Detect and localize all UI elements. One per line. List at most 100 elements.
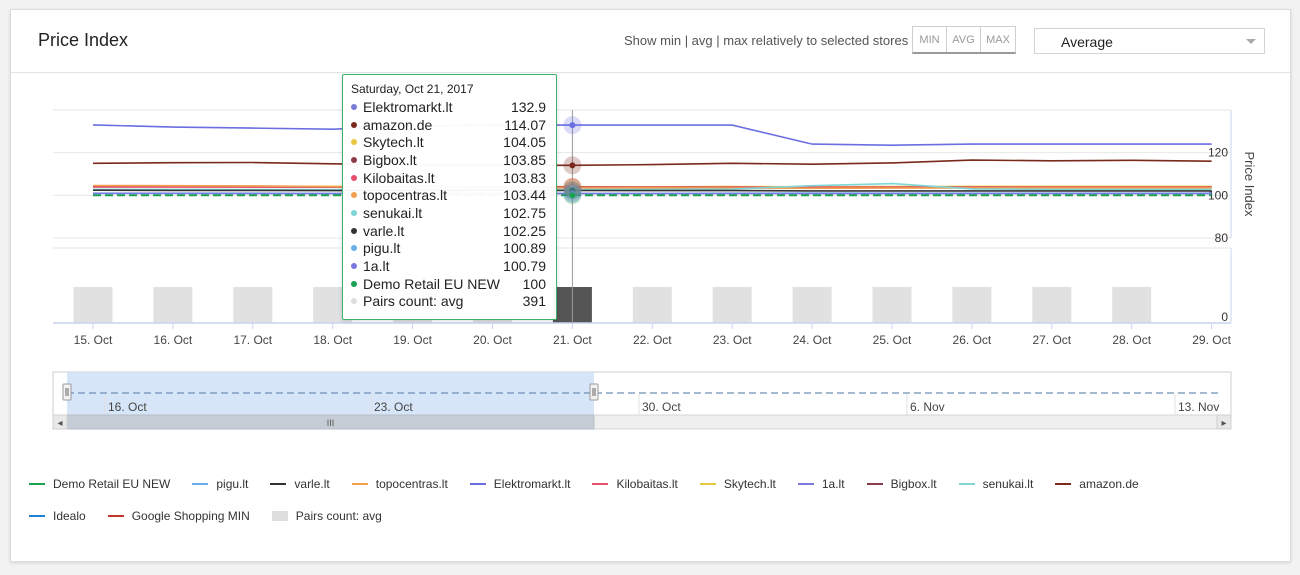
price-index-chart[interactable]: 80 100 120 0 Price Index 15. Oct 16. Oct 17. Oc… [11,10,1292,450]
navigator-handle[interactable] [62,383,72,401]
x-tick-label: 28. Oct [1112,333,1151,347]
legend-item[interactable]: Elektromarkt.lt [469,474,571,494]
legend-item[interactable]: Google Shopping MIN [107,506,250,526]
series-dot-icon [351,139,357,146]
x-tick-label: 15. Oct [74,333,113,347]
tooltip-row: Bigbox.lt 103.85 [351,151,548,169]
price-index-card: Price Index Show min | avg | max relativ… [10,9,1291,562]
pairs-count-bar [73,287,113,323]
tooltip-series-name: varle.lt [363,222,405,239]
pairs-count-bar [233,287,273,323]
pairs-count-bar [792,287,832,323]
legend-item[interactable]: topocentras.lt [351,474,448,494]
series-dot-icon [351,280,357,287]
tooltip-row: 1a.lt 100.79 [351,257,548,275]
y2-tick-label: 0 [1221,310,1228,324]
pairs-count-bar [1112,287,1152,323]
chart-tooltip: Saturday, Oct 21, 2017 Elektromarkt.lt 13… [342,74,557,320]
tooltip-series-name: Skytech.lt [363,134,424,151]
legend-line-icon [797,483,814,485]
tooltip-date: Saturday, Oct 21, 2017 [351,82,474,96]
navigator-selection [67,372,594,415]
series-line [92,159,1212,167]
legend-label: Demo Retail EU NEW [53,477,171,491]
series-dot-icon [351,103,357,110]
pairs-count-bar [712,287,752,323]
series-dot-icon [351,192,357,199]
navigator-date-label: 6. Nov [910,400,945,414]
series-line [92,184,1212,190]
legend-box-icon [271,511,288,521]
series-dot-icon [351,298,357,305]
legend-item[interactable]: Bigbox.lt [866,474,937,494]
legend-item[interactable]: pigu.lt [192,474,248,494]
tooltip-series-value: 102.75 [503,204,546,221]
legend-line-icon [29,515,45,517]
legend-line-icon [107,515,124,517]
y-tick-label: 120 [1208,146,1228,160]
legend-item[interactable]: amazon.de [1055,474,1139,494]
pairs-count-bar [1032,287,1072,323]
aggregation-select[interactable]: Average [1034,28,1265,54]
tooltip-series-value: 103.83 [503,169,546,186]
tooltip-series-value: 391 [522,293,546,310]
scroll-right-button[interactable] [1216,414,1232,430]
chevron-down-icon [1246,39,1256,44]
series-dot-icon [351,121,357,128]
tooltip-series-name: Kilobaitas.lt [363,169,435,186]
series-line [93,182,1212,191]
legend-item[interactable]: Idealo [29,506,86,526]
page-title: Price Index [38,30,129,50]
legend-item[interactable]: Pairs count: avg [271,506,382,526]
tooltip-series-name: 1a.lt [363,258,390,275]
arrow-right-icon: ▸ [1221,418,1226,429]
max-button[interactable]: MAX [986,33,1010,46]
legend-item[interactable]: senukai.lt [958,474,1034,494]
tooltip-series-name: topocentras.lt [363,187,448,204]
x-tick-label: 17. Oct [233,333,272,347]
legend-line-icon [699,483,716,485]
legend-label: varle.lt [294,477,330,491]
legend-line-icon [866,483,883,485]
legend-label: Idealo [53,509,86,523]
legend-item[interactable]: varle.lt [270,474,330,494]
y-axis-title: Price Index [1242,151,1257,217]
scroll-left-button[interactable] [52,414,68,430]
legend-line-icon [1055,483,1072,485]
tooltip-row: varle.lt 102.25 [351,222,548,240]
legend-label: Google Shopping MIN [131,509,250,523]
scrollbar-grip: III [327,418,335,428]
tooltip-row: Kilobaitas.lt 103.83 [351,169,548,187]
legend-label: Skytech.lt [723,477,776,491]
tooltip-row: pigu.lt 100.89 [351,240,548,258]
min-button[interactable]: MIN [913,27,947,52]
navigator-handle[interactable] [589,383,599,401]
series-dot-icon [351,156,357,163]
aggregation-select-value: Average [1061,34,1113,50]
x-tick-label: 18. Oct [313,333,352,347]
legend-line-icon [469,483,486,485]
card-header: Price Index Show min | avg | max relativ… [11,10,1290,73]
tooltip-series-value: 100 [522,275,546,292]
x-tick-label: 20. Oct [473,333,512,347]
x-tick-label: 16. Oct [154,333,193,347]
tooltip-row: senukai.lt 102.75 [351,204,548,222]
tooltip-series-name: Pairs count: avg [363,293,464,310]
legend-label: Pairs count: avg [295,509,382,523]
legend-line-icon [592,483,609,485]
x-tick-label: 24. Oct [793,333,832,347]
tooltip-row: amazon.de 114.07 [351,116,548,134]
tooltip-rows: Elektromarkt.lt 132.9 amazon.de 114.07 Skyte… [351,98,548,310]
x-tick-label: 19. Oct [393,333,432,347]
legend-item[interactable]: Demo Retail EU NEW [29,474,170,494]
tooltip-series-name: Bigbox.lt [363,151,417,168]
legend-item[interactable]: Kilobaitas.lt [592,474,678,494]
legend-item[interactable]: Skytech.lt [699,474,776,494]
legend-label: senukai.lt [982,477,1034,491]
tooltip-series-value: 103.85 [503,151,546,168]
avg-button[interactable]: AVG [947,27,981,52]
tooltip-series-value: 132.9 [510,98,546,115]
legend-label: Elektromarkt.lt [493,477,571,491]
legend-item[interactable]: 1a.lt [797,474,845,494]
series-dot-icon [351,209,357,216]
